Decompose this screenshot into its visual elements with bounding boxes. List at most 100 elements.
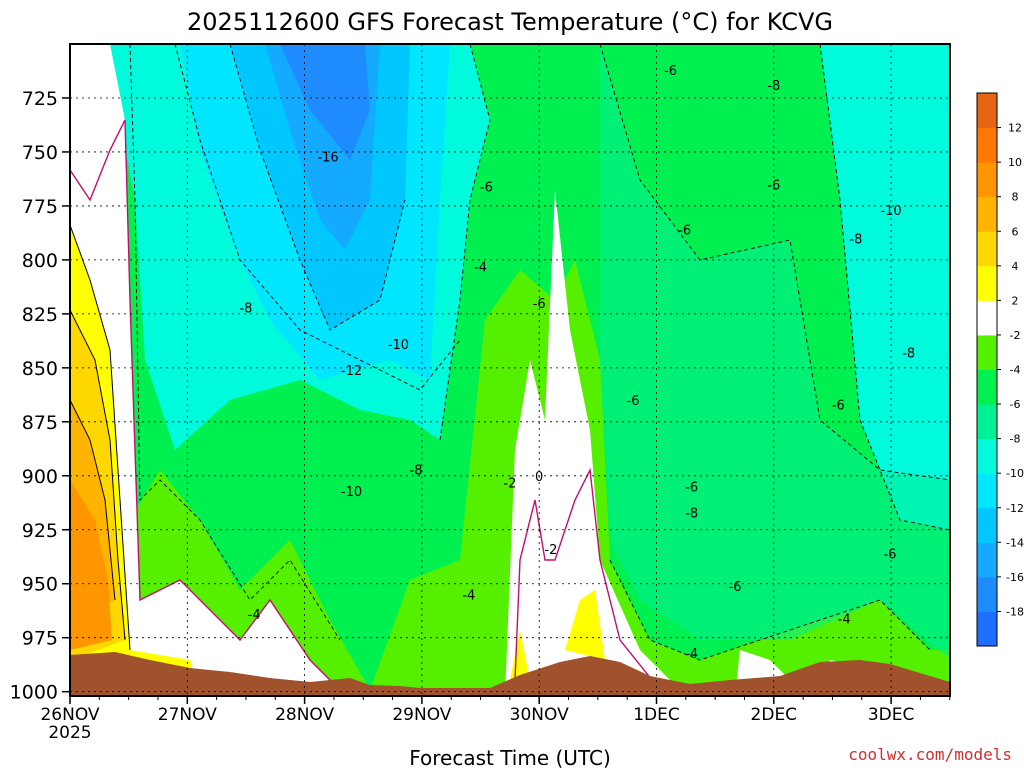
y-tick-label: 725 — [22, 88, 58, 110]
contour-label: -6 — [678, 224, 691, 239]
contour-label: -4 — [462, 589, 475, 604]
contour-label: 0 — [535, 470, 543, 485]
colorbar: 12 10 8 6 4 2 -2 -4 -6 -8 -10 -12 -14 -16 -18 — [976, 92, 1024, 647]
contour-label: -10 — [341, 485, 362, 500]
contour-label: -6 — [533, 297, 546, 312]
contour-label: -6 — [480, 180, 493, 195]
y-tick-label: 975 — [22, 628, 58, 650]
contour-label: -4 — [838, 612, 851, 627]
colorbar-swatch — [977, 93, 997, 129]
colorbar-swatch — [977, 127, 997, 163]
contour-label: -10 — [880, 204, 901, 219]
contour-label: -12 — [341, 364, 362, 379]
colorbar-swatch — [977, 576, 997, 612]
contour-label: -6 — [832, 399, 845, 414]
y-tick-label: 850 — [22, 358, 58, 380]
colorbar-tick-label: 6 — [1012, 225, 1019, 238]
colorbar-swatch — [977, 196, 997, 232]
colorbar-swatch — [977, 542, 997, 578]
y-tick-label: 750 — [22, 142, 58, 164]
gridlines — [70, 44, 950, 696]
contour-label: -6 — [767, 178, 780, 193]
contour-label: -2 — [544, 543, 557, 558]
contour-label: -8 — [239, 301, 252, 316]
contour-lines — [129, 44, 950, 661]
colorbar-tick-label: 10 — [1008, 156, 1022, 169]
chart-title: 2025112600 GFS Forecast Temperature (°C)… — [187, 8, 833, 36]
x-tick-label: 29NOV — [392, 705, 451, 725]
colorbar-tick-label: 8 — [1012, 191, 1019, 204]
contour-labels: -16 -8 -10 -12 -10 -8 -6 -4 -6 -2 0 -2 -4 -4 -6 -8 -6 -6 -… — [239, 64, 915, 662]
contour-label: -6 — [664, 64, 677, 79]
field-minus8-right — [820, 44, 950, 530]
contour-label: -10 — [388, 338, 409, 353]
terrain — [70, 652, 950, 696]
x-year-label: 2025 — [48, 723, 91, 743]
colorbar-swatch — [977, 265, 997, 301]
contour-label: -6 — [627, 394, 640, 409]
contour-label: -8 — [685, 506, 698, 521]
y-tick-label: 800 — [22, 250, 58, 272]
colorbar-tick-label: 12 — [1008, 122, 1022, 135]
colorbar-tick-label: -2 — [1010, 329, 1021, 342]
colorbar-tick-label: -14 — [1006, 536, 1024, 549]
contour-label: -4 — [248, 608, 261, 623]
y-tick-label: 875 — [22, 412, 58, 434]
x-tick-label: 30NOV — [510, 705, 569, 725]
colorbar-tick-label: -10 — [1006, 467, 1024, 480]
colorbar-swatch — [977, 231, 997, 267]
y-tick-label: 775 — [22, 196, 58, 218]
credit-text: coolwx.com/models — [848, 745, 1012, 764]
colorbar-tick-label: -12 — [1006, 502, 1024, 515]
contour-label: -16 — [317, 150, 338, 165]
contour-label: -8 — [849, 232, 862, 247]
y-tick-label: 900 — [22, 466, 58, 488]
colorbar-tick-label: -4 — [1010, 364, 1021, 377]
y-tick-label: 950 — [22, 574, 58, 596]
x-tick-label: 27NOV — [158, 705, 217, 725]
contour-label: -6 — [729, 580, 742, 595]
colorbar-tick-label: -6 — [1010, 398, 1021, 411]
colorbar-swatch — [977, 404, 997, 440]
field-yellow-mid2 — [565, 590, 605, 660]
field-white-mid — [505, 190, 700, 696]
colorbar-swatch — [977, 473, 997, 509]
contour-label: -2 — [503, 476, 516, 491]
contour-label: -4 — [685, 647, 698, 662]
colorbar-swatch — [977, 369, 997, 405]
field-minus6-right — [600, 44, 950, 660]
y-tick-label: 925 — [22, 520, 58, 542]
contour-label: -6 — [883, 548, 896, 563]
x-tick-label: 2DEC — [751, 705, 798, 725]
y-tick-label: 1000 — [10, 682, 58, 704]
x-tick-label: 1DEC — [633, 705, 680, 725]
field-minus16-region — [280, 44, 370, 160]
field-warm-8-10 — [70, 480, 112, 650]
colorbar-swatch — [977, 300, 997, 336]
x-tick-label: 28NOV — [275, 705, 334, 725]
contour-label: -8 — [767, 79, 780, 94]
x-tick-label: 26NOV — [40, 705, 99, 725]
colorbar-tick-label: -16 — [1006, 571, 1024, 584]
colorbar-tick-label: 2 — [1012, 294, 1019, 307]
warm-contours — [70, 224, 131, 651]
colorbar-swatch — [977, 162, 997, 198]
contour-label: -4 — [474, 260, 487, 275]
colorbar-tick-label: -18 — [1006, 605, 1024, 618]
contour-label: -8 — [410, 463, 423, 478]
x-tick-label: 3DEC — [868, 705, 915, 725]
colorbar-tick-label: 4 — [1012, 260, 1019, 273]
plot-area: -16 -8 -10 -12 -10 -8 -6 -4 -6 -2 0 -2 -4 -4 -6 -8 -6 -6 -… — [70, 44, 950, 696]
colorbar-swatch — [977, 507, 997, 543]
colorbar-tick-label: -8 — [1010, 433, 1021, 446]
contour-label: -8 — [902, 347, 915, 362]
colorbar-swatch — [977, 611, 997, 647]
y-axis: 725 750 775 800 825 850 875 900 925 950 975 1000 — [10, 88, 70, 704]
x-axis-label: Forecast Time (UTC) — [409, 746, 611, 768]
colorbar-swatch — [977, 438, 997, 474]
x-axis: 26NOV 27NOV 28NOV 29NOV 30NOV 1DEC 2DEC 3DEC — [40, 696, 951, 725]
colorbar-swatch — [977, 334, 997, 370]
contour-label: -6 — [685, 481, 698, 496]
y-tick-label: 825 — [22, 304, 58, 326]
